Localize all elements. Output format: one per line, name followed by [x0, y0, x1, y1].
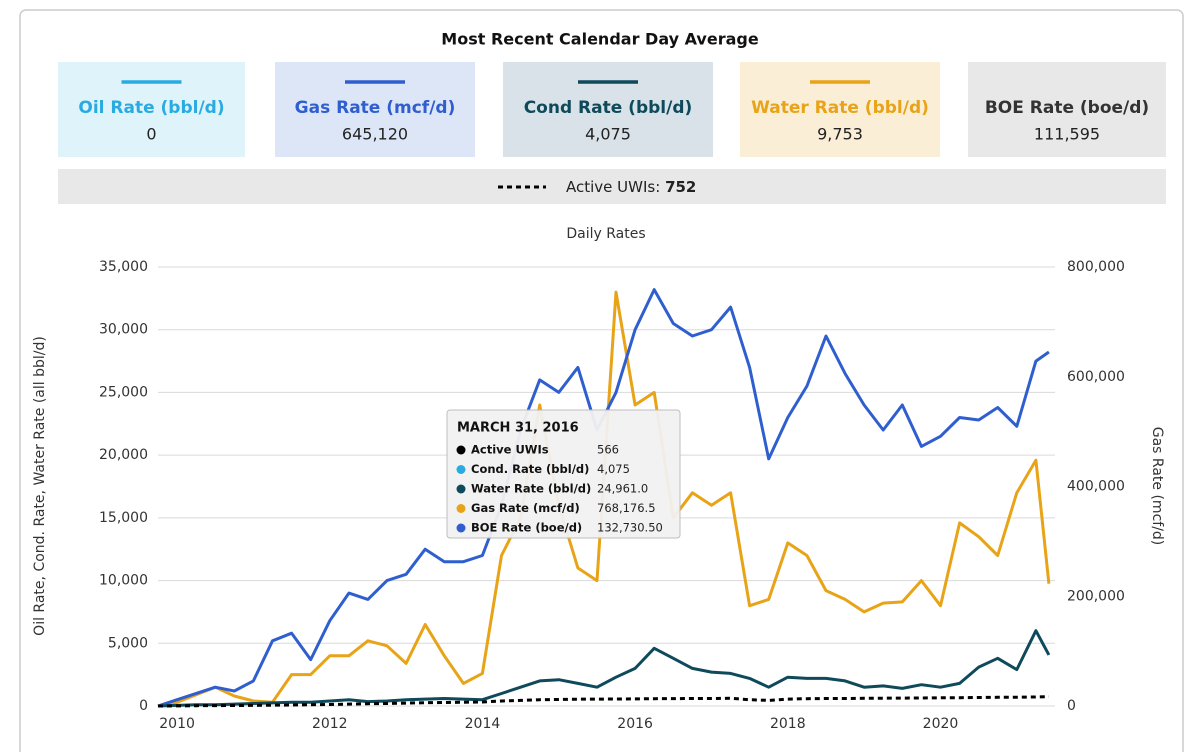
- card: [58, 62, 245, 157]
- uwi-label-text: Active UWIs:: [566, 178, 660, 196]
- y-tick-label: 5,000: [108, 635, 148, 651]
- y-tick-label: 0: [139, 698, 148, 714]
- y-tick-label: 20,000: [99, 447, 148, 463]
- tooltip-dot: [456, 465, 466, 474]
- x-tick-label: 2012: [312, 716, 348, 732]
- card-value: 0: [146, 125, 156, 144]
- y2-tick-label: 400,000: [1067, 479, 1125, 495]
- card-value: 111,595: [1034, 125, 1100, 144]
- uwi-label: Active UWIs: 752: [566, 178, 696, 196]
- card-value: 645,120: [342, 125, 408, 144]
- tooltip-value: 566: [597, 443, 619, 457]
- tooltip-label: Cond. Rate (bbl/d): [471, 462, 589, 476]
- card-name: BOE Rate (boe/d): [985, 98, 1149, 118]
- chart-title: Daily Rates: [566, 226, 645, 242]
- y2-tick-label: 600,000: [1067, 369, 1125, 385]
- header-title: Most Recent Calendar Day Average: [441, 30, 759, 49]
- tooltip-value: 4,075: [597, 462, 630, 476]
- y2-tick-label: 200,000: [1067, 588, 1125, 604]
- card: [968, 62, 1166, 157]
- card-value: 4,075: [585, 125, 631, 144]
- tooltip-label: Gas Rate (mcf/d): [471, 501, 580, 515]
- tooltip-label: Active UWIs: [471, 443, 549, 457]
- tooltip-value: 768,176.5: [597, 501, 656, 515]
- card-name: Oil Rate (bbl/d): [78, 98, 224, 118]
- tooltip-label: Water Rate (bbl/d): [471, 482, 591, 496]
- x-tick-label: 2020: [923, 716, 959, 732]
- tooltip-dot: [456, 445, 466, 455]
- series-line: [157, 695, 1049, 708]
- card-name: Gas Rate (mcf/d): [295, 98, 456, 118]
- card-value: 9,753: [817, 125, 863, 144]
- x-tick-label: 2010: [159, 716, 195, 732]
- y-tick-label: 30,000: [99, 322, 148, 338]
- tooltip-label: BOE Rate (boe/d): [471, 521, 582, 535]
- y-tick-label: 35,000: [99, 259, 148, 275]
- card: [503, 62, 713, 157]
- tooltip-value: 132,730.50: [597, 521, 663, 535]
- tooltip-value: 24,961.0: [597, 482, 648, 496]
- y-axis-label: Oil Rate, Cond. Rate, Water Rate (all bb…: [32, 336, 48, 636]
- y-tick-label: 25,000: [99, 384, 148, 400]
- x-tick-label: 2014: [465, 716, 501, 732]
- uwi-value: 752: [665, 178, 696, 196]
- tooltip-dot: [456, 504, 466, 513]
- tooltip-title: MARCH 31, 2016: [457, 421, 579, 436]
- uwi-bar: [58, 169, 1166, 204]
- tooltip-dot: [456, 523, 466, 533]
- y-tick-label: 10,000: [99, 573, 148, 589]
- y2-axis-label: Gas Rate (mcf/d): [1149, 427, 1165, 546]
- y2-tick-label: 0: [1067, 698, 1076, 714]
- card: [740, 62, 940, 157]
- x-tick-label: 2016: [617, 716, 653, 732]
- tooltip: [446, 409, 681, 539]
- card-name: Cond Rate (bbl/d): [524, 98, 693, 118]
- card-name: Water Rate (bbl/d): [751, 98, 929, 118]
- card: [275, 62, 475, 157]
- tooltip-dot: [456, 484, 466, 494]
- y-tick-label: 15,000: [99, 510, 148, 526]
- x-tick-label: 2018: [770, 716, 806, 732]
- series-line: [157, 629, 1051, 708]
- y2-tick-label: 800,000: [1067, 259, 1125, 275]
